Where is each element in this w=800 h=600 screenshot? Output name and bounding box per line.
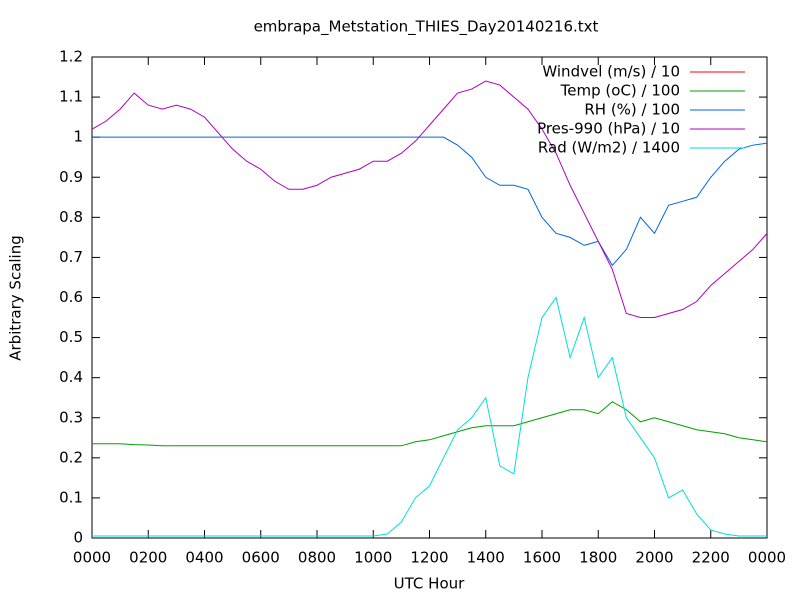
x-tick-label: 2200 [692,549,730,567]
y-tick-label: 1 [73,128,83,146]
legend-label: Rad (W/m2) / 1400 [538,139,680,157]
y-tick-label: 0.2 [59,448,83,466]
x-tick-label: 1800 [579,549,617,567]
series-line [92,136,768,267]
x-tick-label: 0000 [73,549,111,567]
y-tick-label: 0.5 [59,328,83,346]
x-axis-label: UTC Hour [394,575,465,593]
legend-label: Windvel (m/s) / 10 [542,63,680,81]
y-tick-label: 0.4 [59,368,83,386]
legend-label: Pres-990 (hPa) / 10 [537,120,680,138]
y-tick-label: 0.7 [59,248,83,266]
legend-label: Temp (oC) / 100 [560,82,680,100]
y-axis-label: Arbitrary Scaling [7,235,25,361]
series-line [92,401,768,447]
chart-title: embrapa_Metstation_THIES_Day20140216.txt [254,18,599,37]
series-line [91,80,768,319]
x-tick-label: 0000 [748,549,786,567]
y-tick-label: 0.3 [59,408,83,426]
x-tick-label: 0800 [298,549,336,567]
x-tick-label: 1000 [354,549,392,567]
y-tick-label: 0.1 [59,488,83,506]
y-tick-label: 0 [73,529,83,547]
y-tick-label: 0.9 [59,168,83,186]
x-tick-label: 1200 [410,549,448,567]
legend-label: RH (%) / 100 [584,101,680,119]
y-tick-label: 0.8 [59,208,83,226]
y-tick-label: 0.6 [59,288,83,306]
y-tick-label: 1.1 [59,88,83,106]
x-tick-label: 2000 [635,549,673,567]
series-line [92,296,767,537]
x-tick-label: 0400 [185,549,223,567]
x-tick-label: 1600 [523,549,561,567]
y-tick-label: 1.2 [59,48,83,66]
x-tick-label: 0600 [242,549,280,567]
x-tick-label: 0200 [129,549,167,567]
x-tick-label: 1400 [467,549,505,567]
